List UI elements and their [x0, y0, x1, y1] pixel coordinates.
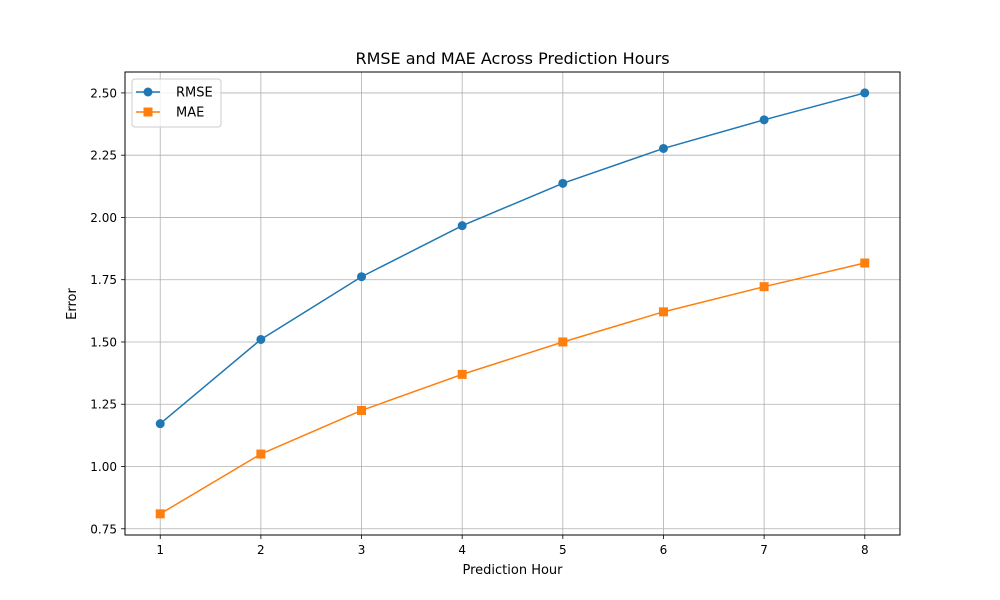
rmse-data-point [759, 115, 769, 125]
y-tick-label: 2.25 [90, 149, 117, 163]
plot-area-frame [124, 71, 901, 536]
legend-box [131, 78, 222, 128]
legend: RMSE MAE [131, 78, 222, 128]
chart-title: RMSE and MAE Across Prediction Hours [355, 49, 669, 68]
x-tick-label: 8 [861, 543, 869, 557]
x-axis-label: Prediction Hour [462, 563, 563, 578]
mae-data-point [860, 258, 870, 268]
mae-data-point [357, 405, 367, 415]
grid [125, 72, 900, 535]
mae-data-point [759, 282, 769, 292]
rmse-data-point [558, 178, 568, 188]
mae-data-point [558, 337, 568, 347]
y-tick-label: 1.50 [90, 335, 117, 349]
x-tick-label: 1 [156, 543, 164, 557]
rmse-data-point [357, 272, 367, 282]
y-tick-label: 1.00 [90, 460, 117, 474]
x-tick-label: 3 [358, 543, 366, 557]
y-tick-label: 2.00 [90, 211, 117, 225]
y-tick-label: 1.25 [90, 398, 117, 412]
legend-rmse-label: RMSE [176, 86, 213, 101]
rmse-data-point [256, 334, 266, 344]
mae-data-point [457, 369, 467, 379]
mae-series-line [159, 262, 865, 515]
legend-mae-marker [143, 107, 153, 117]
x-tick-label: 4 [458, 543, 466, 557]
rmse-data-point [658, 143, 668, 153]
y-axis-label: Error [65, 288, 80, 320]
rmse-data-point [860, 88, 870, 98]
rmse-data-point [155, 419, 165, 429]
y-tick-label: 0.75 [90, 522, 117, 536]
x-tick-label: 7 [760, 543, 768, 557]
mae-data-point [155, 509, 165, 519]
y-tick-label: 1.75 [90, 273, 117, 287]
legend-mae-label: MAE [176, 106, 204, 121]
legend-rmse-marker [143, 87, 153, 97]
x-tick-label: 2 [257, 543, 265, 557]
axis-ticks: 1 2 3 4 5 6 7 8 0.75 1.00 1.25 1.50 1.75 2.00 2.25 2.50 [90, 86, 868, 557]
rmse-series-line [159, 92, 865, 425]
x-tick-label: 5 [559, 543, 567, 557]
x-tick-label: 6 [660, 543, 668, 557]
series-layer [155, 88, 870, 519]
mae-data-point [256, 449, 266, 459]
y-tick-label: 2.50 [90, 86, 117, 100]
mae-data-point [658, 307, 668, 317]
rmse-data-point [457, 221, 467, 231]
